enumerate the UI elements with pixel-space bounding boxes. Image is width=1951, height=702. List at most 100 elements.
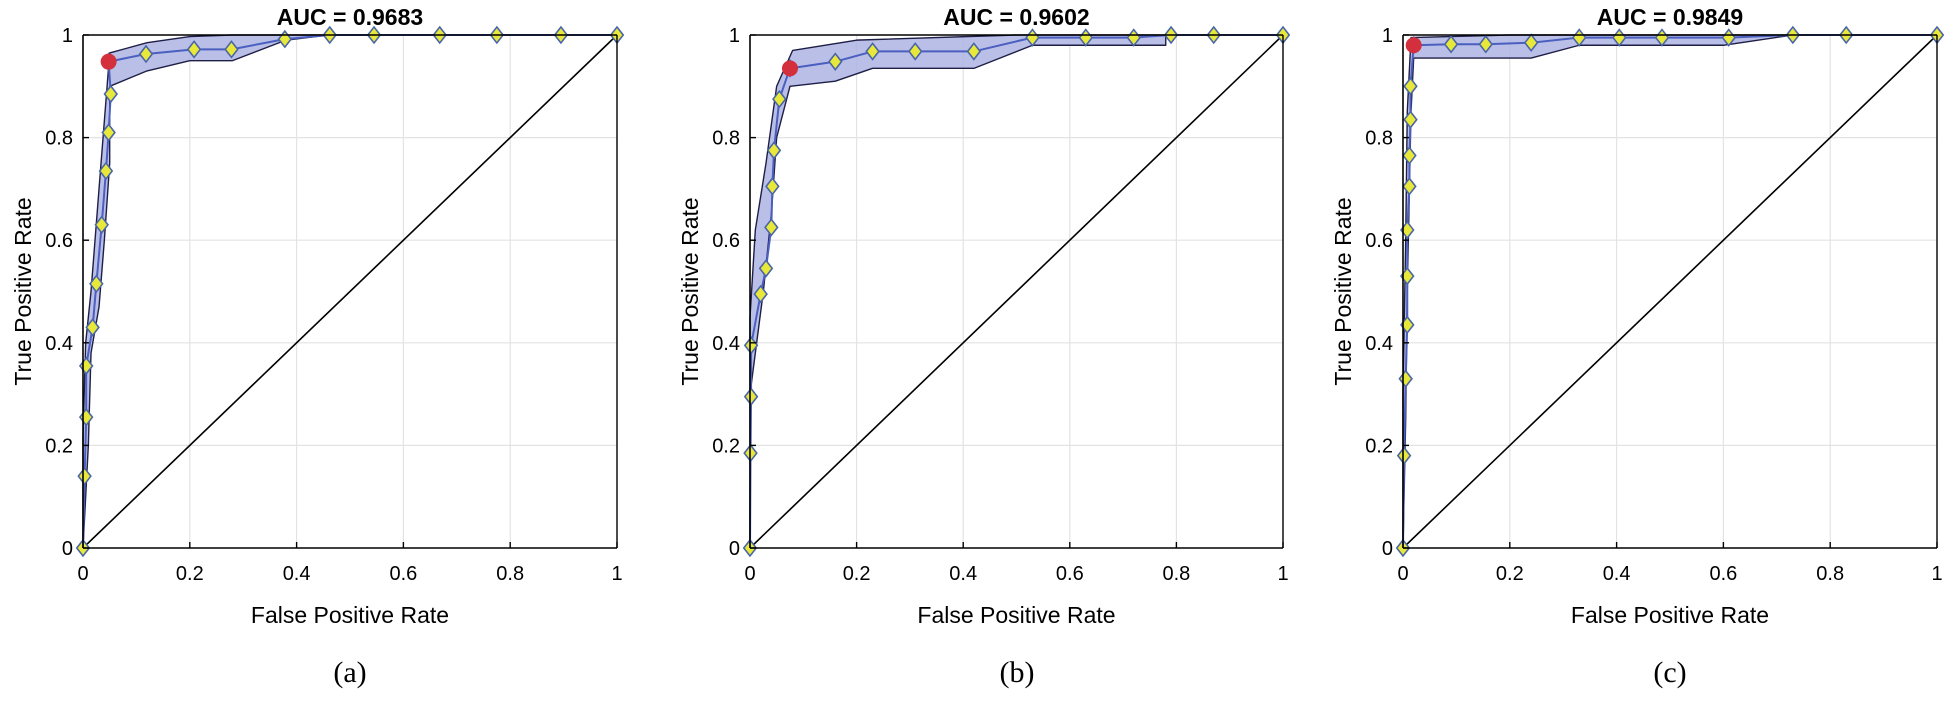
roc-point-marker [1523, 33, 1539, 52]
panel-b-diagonal [749, 34, 1284, 549]
panel-a-operating-point [100, 53, 117, 70]
roc-point-marker [907, 42, 923, 61]
roc-point-marker [772, 89, 787, 109]
panel-c-y-tick-label: 0.4 [1365, 333, 1393, 355]
panel-c-y-tick-label: 0.2 [1365, 435, 1393, 457]
roc-point-marker [743, 387, 759, 406]
panel-a-x-ticks: 0 0.2 0.4 0.6 0.8 1 [77, 563, 622, 585]
roc-point-marker [1403, 110, 1418, 129]
chance-diagonal [1402, 34, 1938, 549]
panel-b-y-tick-label: 0.2 [712, 435, 740, 457]
panel-b-y-tick-label: 0 [729, 538, 740, 560]
panel-b-caption: (b) [1000, 656, 1035, 689]
panel-a-x-axis-label: False Positive Rate [251, 602, 449, 628]
panel-b-x-tick-label: 0.6 [1056, 563, 1084, 585]
panel-c-diagonal [1402, 34, 1938, 549]
panel-a-caption: (a) [333, 656, 366, 689]
panel-b-x-tick-label: 0.4 [949, 563, 977, 585]
panel-c-x-tick-label: 0.4 [1603, 563, 1631, 585]
panel-b-axes [749, 34, 1284, 549]
roc-point-marker [277, 29, 293, 49]
roc-point-marker [85, 318, 100, 337]
roc-point-marker [103, 84, 119, 104]
panel-c-x-tick-label: 0.2 [1496, 563, 1524, 585]
panel-c-y-tick-label: 0.6 [1365, 230, 1393, 252]
operating-point-marker [781, 60, 798, 77]
roc-point-marker [186, 40, 202, 59]
panel-b-x-ticks: 0 0.2 0.4 0.6 0.8 1 [744, 563, 1288, 585]
panel-a-x-tick-label: 0.2 [176, 563, 204, 585]
roc-point-marker [828, 52, 843, 71]
chance-diagonal [82, 34, 618, 549]
panel-b-x-tick-label: 1 [1277, 563, 1288, 585]
panel-c-y-ticks: 0 0.2 0.4 0.6 0.8 1 [1365, 25, 1393, 560]
panel-c: 0 0.2 0.4 0.6 0.8 1 0 0.2 0.4 0.6 0.8 1 … [1330, 4, 1945, 628]
roc-point-marker [1478, 34, 1494, 54]
panel-c-axes [1402, 34, 1938, 549]
panel-a-y-tick-label: 0.8 [45, 128, 73, 150]
roc-point-marker [77, 466, 92, 486]
roc-point-marker [94, 215, 109, 235]
panel-a-x-tick-label: 0.6 [389, 563, 417, 585]
roc-point-marker [1396, 446, 1412, 465]
panel-a-x-tick-label: 0.4 [283, 563, 311, 585]
panel-b-x-tick-label: 0 [744, 563, 755, 585]
panel-a-x-tick-label: 1 [611, 563, 622, 585]
panel-a-y-tick-label: 0 [62, 538, 73, 560]
panel-c-x-tick-label: 0 [1397, 563, 1408, 585]
roc-point-marker [1402, 177, 1417, 196]
panel-c-y-tick-label: 0 [1382, 538, 1393, 560]
panel-b-operating-point [781, 60, 798, 77]
panel-a-title: AUC = 0.9683 [277, 4, 423, 30]
panel-a-y-tick-label: 1 [62, 25, 73, 47]
panel-b-y-tick-label: 0.8 [712, 128, 740, 150]
roc-point-marker [224, 40, 239, 59]
roc-point-marker [1403, 76, 1418, 96]
panel-c-caption: (c) [1653, 656, 1686, 689]
panel-c-x-tick-label: 1 [1931, 563, 1942, 585]
panel-b-y-ticks: 0 0.2 0.4 0.6 0.8 1 [712, 25, 740, 560]
roc-point-marker [764, 218, 779, 237]
panel-b-x-tick-label: 0.2 [843, 563, 871, 585]
panel-c-y-tick-label: 1 [1382, 25, 1393, 47]
panel-b-y-tick-label: 1 [729, 25, 740, 47]
roc-point-marker [753, 284, 768, 304]
panel-b-grid [750, 35, 1283, 548]
roc-point-marker [865, 42, 880, 61]
panel-b: 0 0.2 0.4 0.6 0.8 1 0 0.2 0.4 0.6 0.8 1 … [677, 4, 1291, 628]
roc-point-marker [758, 259, 774, 278]
roc-point-marker [89, 274, 104, 294]
roc-point-marker [101, 123, 116, 142]
panel-a-x-tick-label: 0.8 [496, 563, 524, 585]
panel-a: 0 0.2 0.4 0.6 0.8 1 0 0.2 0.4 0.6 0.8 1 … [10, 4, 625, 628]
panel-c-operating-point [1405, 37, 1422, 54]
roc-point-marker [966, 42, 982, 61]
panel-c-x-ticks: 0 0.2 0.4 0.6 0.8 1 [1397, 563, 1942, 585]
panel-a-y-tick-label: 0.6 [45, 230, 73, 252]
roc-point-marker [78, 407, 94, 427]
panel-c-y-tick-label: 0.8 [1365, 128, 1393, 150]
panel-c-x-tick-label: 0.8 [1816, 563, 1844, 585]
operating-point-marker [100, 53, 117, 70]
panel-b-title: AUC = 0.9602 [943, 4, 1089, 30]
roc-point-marker [1443, 34, 1459, 54]
panel-b-y-tick-label: 0.4 [712, 333, 740, 355]
roc-point-marker [765, 177, 780, 196]
panel-b-x-tick-label: 0.8 [1162, 563, 1190, 585]
roc-point-marker [1402, 146, 1417, 165]
panel-a-y-tick-label: 0.2 [45, 435, 73, 457]
panel-c-title: AUC = 0.9849 [1597, 4, 1743, 30]
panel-b-x-axis-label: False Positive Rate [917, 602, 1115, 628]
panel-a-diagonal [82, 34, 618, 549]
panel-a-y-axis-label: True Positive Rate [10, 197, 36, 385]
panel-a-x-tick-label: 0 [77, 563, 88, 585]
roc-point-marker [766, 141, 782, 160]
panel-a-y-ticks: 0 0.2 0.4 0.6 0.8 1 [45, 25, 73, 560]
chance-diagonal [749, 34, 1284, 549]
panel-c-x-tick-label: 0.6 [1709, 563, 1737, 585]
panel-c-y-axis-label: True Positive Rate [1330, 197, 1356, 385]
panel-b-y-tick-label: 0.6 [712, 230, 740, 252]
roc-point-marker [98, 161, 114, 181]
panel-c-x-axis-label: False Positive Rate [1571, 602, 1769, 628]
